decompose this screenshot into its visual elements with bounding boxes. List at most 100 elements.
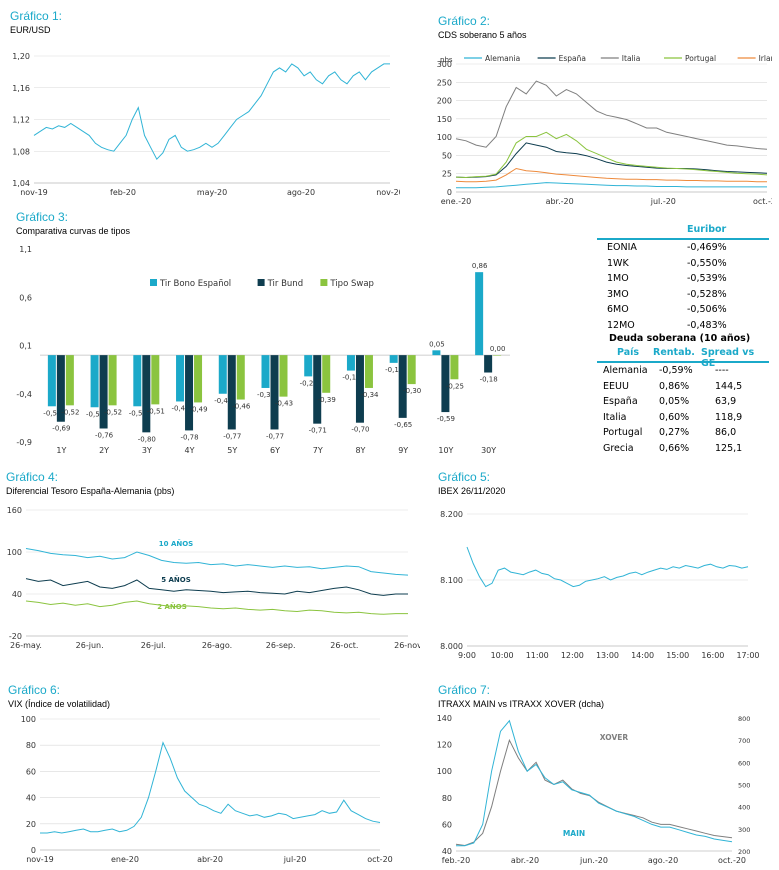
x-tick-label: oct-20 xyxy=(367,855,393,864)
deuda-title: Deuda soberana (10 años) xyxy=(609,333,751,344)
x-tick-label: 9Y xyxy=(398,446,408,455)
y-tick-label: 40 xyxy=(12,590,22,599)
deuda-pais: Portugal xyxy=(603,427,643,438)
x-tick-label: 17:00 xyxy=(736,651,759,660)
x-tick-label: ago.-20 xyxy=(648,856,678,865)
data-label: -0,70 xyxy=(351,426,369,434)
rates-table: Euribor EONIA -0,469% 1WK -0,550% 1MO -0,539%… xyxy=(597,224,769,469)
y-tick-label: 0,1 xyxy=(19,342,32,351)
bar xyxy=(304,355,313,377)
x-tick-label: 4Y xyxy=(185,446,195,455)
chart5-subtitle: IBEX 26/11/2020 xyxy=(438,486,506,496)
series-line-2 xyxy=(455,80,768,150)
y-tick-label: 25 xyxy=(442,170,452,179)
y2-tick-label: 600 xyxy=(738,759,750,767)
y-tick-label: 1,20 xyxy=(12,52,30,61)
x-tick-label: jun.-20 xyxy=(579,856,608,865)
deuda-header-rentab: Rentab. xyxy=(653,347,695,358)
data-label: -0,69 xyxy=(52,425,70,433)
chart6-vix: 0 20 40 60 80 100 nov-19 ene-20 abr-20 jul-20 oct-… xyxy=(21,715,393,864)
y-tick-label: 1,1 xyxy=(19,245,32,254)
x-tick-label: 26-nov xyxy=(394,641,420,650)
data-label: -0,54 xyxy=(86,410,105,418)
euribor-divider xyxy=(597,238,769,240)
bar xyxy=(398,355,407,418)
y-tick-label: 40 xyxy=(442,847,452,856)
y-tick-label: 1,08 xyxy=(12,147,30,156)
x-tick-label: 12:00 xyxy=(561,651,584,660)
y-tick-label: 150 xyxy=(437,115,452,124)
euribor-label: 6MO xyxy=(607,304,629,315)
x-tick-label: ene.-20 xyxy=(441,197,472,206)
deuda-spread: 63,9 xyxy=(715,396,737,407)
data-label: -0,59 xyxy=(437,415,455,423)
deuda-row: Italia 0,60% 118,9 xyxy=(597,412,769,427)
y-tick-label: 8.000 xyxy=(440,642,463,651)
x-tick-label: 26-oct. xyxy=(330,641,358,650)
y-tick-label: 120 xyxy=(437,741,452,750)
series-line-1 xyxy=(455,142,768,179)
euribor-row: 1WK -0,550% xyxy=(597,258,769,273)
x-tick-label: 15:00 xyxy=(666,651,689,660)
y-tick-label: 0,6 xyxy=(19,293,32,302)
bar xyxy=(450,355,459,380)
x-tick-label: nov-19 xyxy=(20,188,48,197)
series-line-2 xyxy=(25,600,408,615)
bar xyxy=(346,355,355,371)
euribor-row: 3MO -0,528% xyxy=(597,289,769,304)
data-label: -0,46 xyxy=(232,403,251,411)
y2-tick-label: 400 xyxy=(738,804,750,812)
bar xyxy=(236,355,245,400)
deuda-divider xyxy=(597,361,769,363)
data-label: -0,53 xyxy=(43,409,61,417)
x-tick-label: 3Y xyxy=(142,446,152,455)
y-tick-label: -0,9 xyxy=(16,438,32,447)
data-label: -0,78 xyxy=(180,433,198,441)
y-tick-label: 100 xyxy=(21,715,36,724)
data-label: 0,05 xyxy=(429,340,445,348)
data-label: -0,52 xyxy=(61,408,79,416)
x-tick-label: jul.-20 xyxy=(650,197,676,206)
bar xyxy=(484,355,493,373)
x-tick-label: 10Y xyxy=(438,446,453,455)
x-tick-label: oct.-20 xyxy=(753,197,772,206)
y-tick-label: 160 xyxy=(7,506,22,515)
y-tick-label: 40 xyxy=(26,794,36,803)
chart7-title: Gráfico 7: xyxy=(438,683,491,697)
chart5-title: Gráfico 5: xyxy=(438,470,491,484)
x-tick-label: may-20 xyxy=(197,188,227,197)
deuda-spread: 118,9 xyxy=(715,411,743,423)
deuda-spread: 144,5 xyxy=(715,380,743,392)
legend-label: Alemania xyxy=(485,54,520,63)
legend-label: Irlanda xyxy=(759,54,772,63)
data-label: -0,53 xyxy=(129,409,147,417)
y-tick-label: 8.100 xyxy=(440,576,463,585)
x-tick-label: 8Y xyxy=(355,446,365,455)
x-tick-label: 13:00 xyxy=(596,651,619,660)
deuda-rentab: 0,60% xyxy=(659,411,690,423)
deuda-spread: ---- xyxy=(715,365,729,376)
series-line-1 xyxy=(25,578,408,596)
bar xyxy=(355,355,364,423)
y-tick-label: 80 xyxy=(442,794,452,803)
data-label: 0,86 xyxy=(472,262,488,270)
x-tick-label: 16:00 xyxy=(701,651,724,660)
bar xyxy=(432,350,441,356)
series-line-1 xyxy=(456,719,733,847)
x-tick-label: feb-20 xyxy=(110,188,136,197)
chart2-subtitle: CDS soberano 5 años xyxy=(438,30,527,40)
bar xyxy=(218,355,227,394)
deuda-pais: EEUU xyxy=(603,380,629,392)
euribor-value: -0,506% xyxy=(687,304,727,315)
deuda-rentab: 0,66% xyxy=(659,442,690,454)
deuda-spread: 86,0 xyxy=(715,427,737,438)
euribor-label: 1WK xyxy=(607,257,629,269)
data-label: -0,77 xyxy=(266,432,284,440)
bar xyxy=(47,355,56,407)
y-tick-label: 60 xyxy=(26,767,36,776)
y-tick-label: 100 xyxy=(437,767,452,776)
bar xyxy=(227,355,236,430)
y-tick-label: 200 xyxy=(437,97,452,106)
deuda-rentab: 0,27% xyxy=(659,427,690,438)
x-tick-label: nov-19 xyxy=(26,855,54,864)
